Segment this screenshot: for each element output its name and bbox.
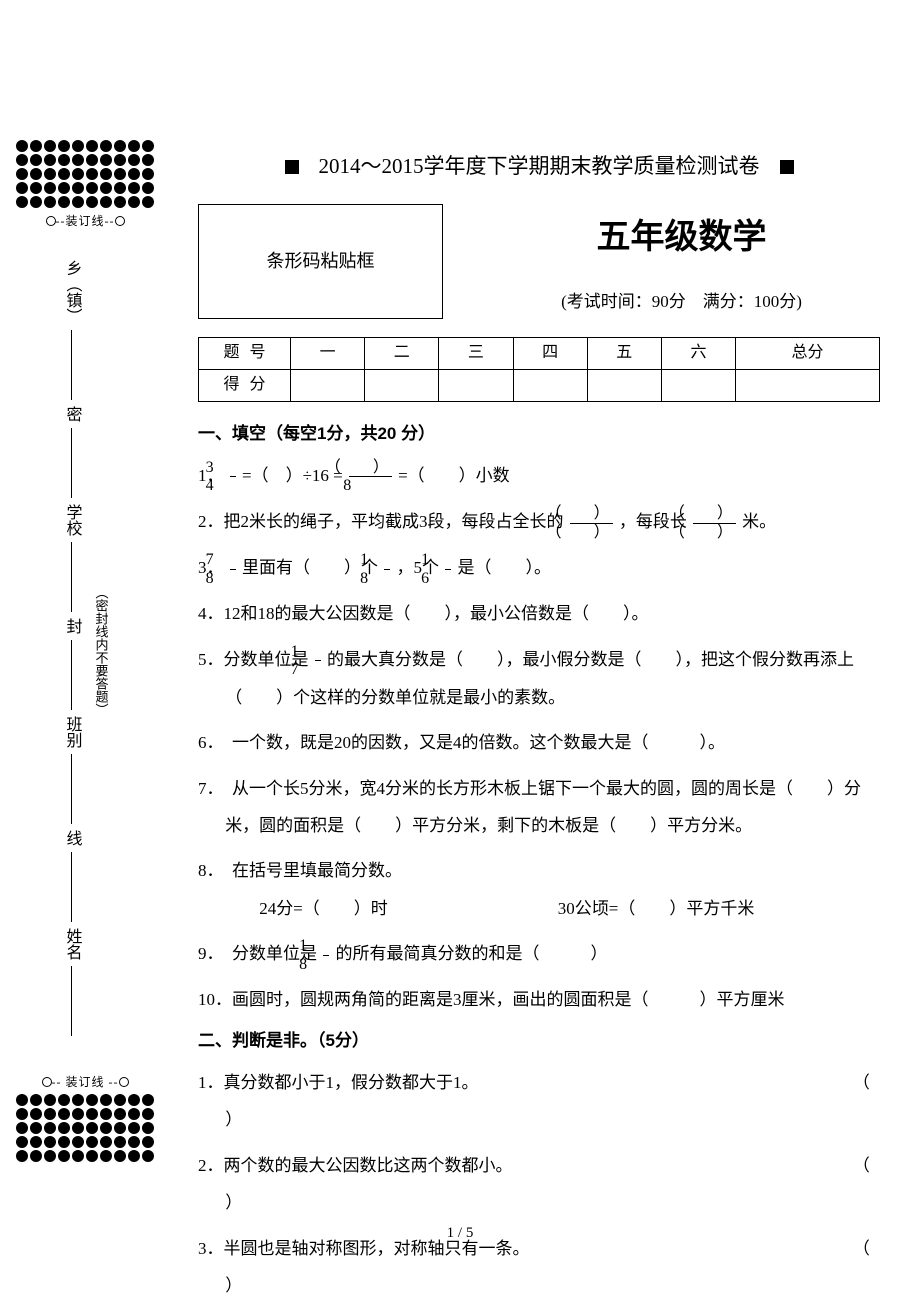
exam-info: (考试时间：90分 满分：100分) — [483, 288, 880, 315]
col-header: 二 — [365, 337, 439, 369]
judge-2: 2．两个数的最大公因数比这两个数都小。（ ） — [198, 1147, 880, 1222]
binding-line-bottom: -- 装订线 -- — [0, 1073, 170, 1090]
table-row: 题号 一 二 三 四 五 六 总分 — [199, 337, 880, 369]
subject-title: 五年级数学 — [483, 210, 880, 264]
square-icon — [780, 160, 794, 174]
col-header: 一 — [291, 337, 365, 369]
question-9: 9． 分数单位是 18 的所有最简真分数的和是（ ） — [198, 935, 880, 973]
main-title: 2014～2015学年度下学期期末教学质量检测试卷 — [319, 150, 760, 184]
dot-pattern-bottom — [0, 1094, 170, 1162]
dot-pattern-top — [0, 140, 170, 208]
title-row: 2014～2015学年度下学期期末教学质量检测试卷 — [198, 150, 880, 184]
col-header: 六 — [661, 337, 735, 369]
binding-line-top: --装订线-- — [0, 212, 170, 229]
col-header: 题号 — [199, 337, 291, 369]
info-fields-col: 乡（镇） 密 学校 封 班别 线 姓名 — [60, 250, 84, 1052]
score-table: 题号 一 二 三 四 五 六 总分 得分 — [198, 337, 880, 402]
section-title: 一、填空（每空1分，共20 分） — [198, 420, 880, 447]
vertical-info-strip: 乡（镇） 密 学校 封 班别 线 姓名 （密封线内不要答题） — [0, 250, 170, 1052]
judge-3: 3．半圆也是轴对称图形，对称轴只有一条。（ ） — [198, 1230, 880, 1304]
table-row: 得分 — [199, 369, 880, 401]
col-header: 总分 — [736, 337, 880, 369]
section-title: 二、判断是非。（5分） — [198, 1027, 880, 1054]
question-3: 3． 78 里面有（ ）个 18 ，5个 16 是（ ）。 — [198, 549, 880, 587]
question-4: 4．12和18的最大公因数是（ ），最小公倍数是（ ）。 — [198, 595, 880, 632]
question-5: 5．分数单位是 17 的最大真分数是（ ），最小假分数是（ ），把这个假分数再添… — [198, 641, 880, 717]
row-label: 得分 — [199, 369, 291, 401]
square-icon — [285, 160, 299, 174]
question-10: 10．画圆时，圆规两角简的距离是3厘米，画出的圆面积是（ ）平方厘米 — [198, 981, 880, 1018]
judge-1: 1．真分数都小于1，假分数都大于1。（ ） — [198, 1064, 880, 1139]
question-2: 2．把2米长的绳子，平均截成3段，每段占全长的 （ ）（ ） ，每段长 （ ）（… — [198, 503, 880, 541]
col-header: 三 — [439, 337, 513, 369]
exam-sidebar: --装订线-- 乡（镇） 密 学校 封 班别 线 姓名 （密封线内不要答题） -… — [0, 0, 170, 1302]
barcode-box: 条形码粘贴框 — [198, 204, 443, 319]
seal-note: （密封线内不要答题） — [92, 250, 111, 1052]
question-1: 1． 34 =（ ）÷16 = （ ）8 =（ ）小数 — [198, 457, 880, 495]
page-number: 1 / 5 — [447, 1225, 474, 1242]
exam-content: 2014～2015学年度下学期期末教学质量检测试卷 条形码粘贴框 五年级数学 (… — [170, 0, 920, 1302]
question-6: 6． 一个数，既是20的因数，又是4的倍数。这个数最大是（ ）。 — [198, 724, 880, 761]
col-header: 五 — [587, 337, 661, 369]
col-header: 四 — [513, 337, 587, 369]
question-7: 7． 从一个长5分米，宽4分米的长方形木板上锯下一个最大的圆，圆的周长是（ ）分… — [198, 770, 880, 845]
question-8: 8． 在括号里填最简分数。 24分=（ ）时 30公顷=（ ）平方千米 — [198, 852, 880, 927]
